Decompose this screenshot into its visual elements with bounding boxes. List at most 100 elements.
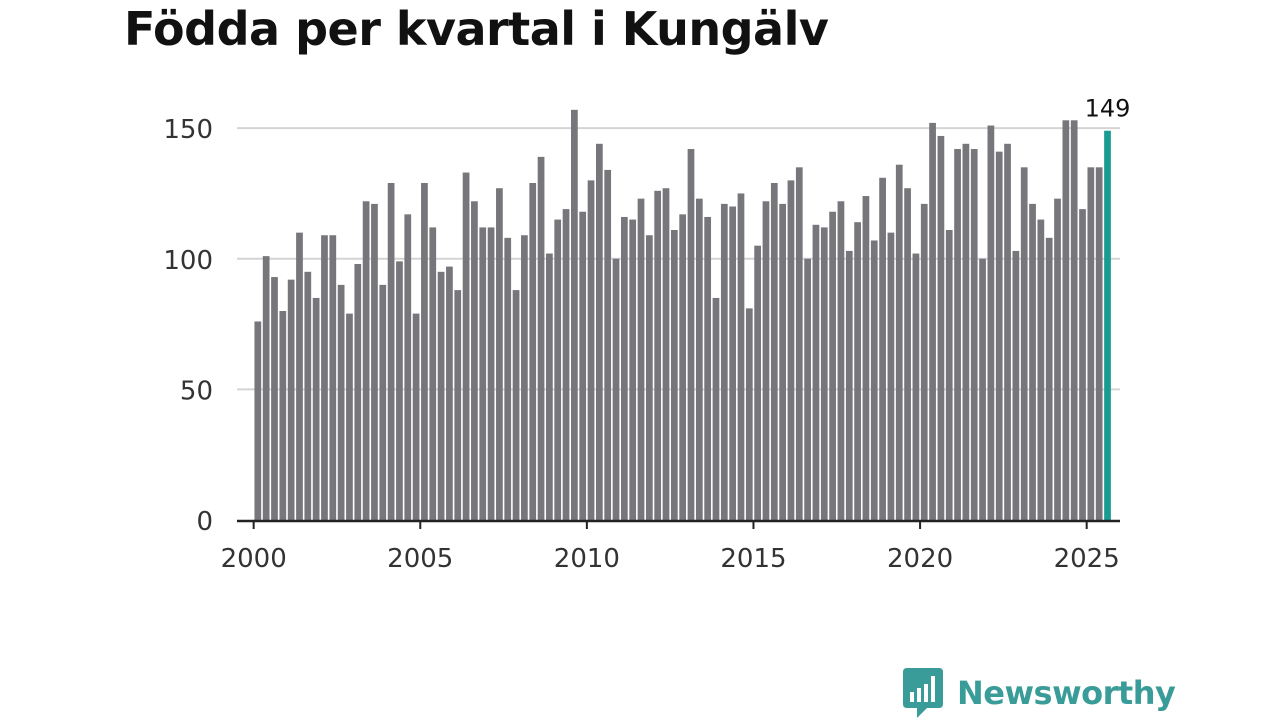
bar <box>870 240 878 520</box>
bar <box>1004 143 1011 521</box>
bar <box>1029 203 1036 520</box>
bar <box>329 235 337 521</box>
x-axis-ticks: 2000 2005 2010 2015 2020 2025 <box>221 521 1120 574</box>
bar <box>479 227 487 520</box>
x-tick-label: 2020 <box>887 544 953 574</box>
bar <box>1087 167 1095 520</box>
bar <box>262 256 270 520</box>
bar <box>737 193 745 520</box>
bar <box>429 227 437 520</box>
bars <box>254 109 1111 521</box>
bar <box>362 201 370 520</box>
bar <box>995 151 1003 520</box>
bar <box>645 235 653 521</box>
bar <box>371 203 378 520</box>
y-tick-label: 0 <box>196 507 213 537</box>
bar <box>712 297 720 520</box>
bar <box>1095 167 1103 520</box>
bar <box>304 271 312 520</box>
bar <box>354 263 362 520</box>
bar <box>321 235 328 521</box>
bar <box>620 216 628 520</box>
bar <box>612 258 620 520</box>
bar <box>437 271 445 520</box>
bar <box>920 203 928 520</box>
bar <box>654 190 662 520</box>
bar <box>954 149 961 520</box>
bar <box>396 261 403 520</box>
bar <box>945 230 953 520</box>
bar <box>337 284 345 520</box>
y-tick-label: 100 <box>163 246 213 276</box>
bar <box>979 258 986 520</box>
bar <box>929 122 936 521</box>
bar <box>695 198 703 520</box>
annotations: 149 <box>1085 95 1131 123</box>
y-axis-tick-labels: 0 50 100 150 <box>163 115 213 537</box>
bar <box>446 266 453 520</box>
x-tick-label: 2025 <box>1054 544 1120 574</box>
bar <box>1037 219 1045 520</box>
data-label: 149 <box>1085 95 1131 123</box>
bar <box>687 149 695 520</box>
bar <box>762 201 770 520</box>
bar <box>346 313 353 520</box>
bar <box>779 203 786 520</box>
bar <box>454 290 462 520</box>
bar <box>795 167 803 520</box>
bar <box>1062 120 1070 520</box>
bar <box>629 219 637 520</box>
bar <box>1012 250 1020 520</box>
bar <box>271 277 278 520</box>
bar <box>1070 120 1078 520</box>
bar <box>279 311 287 520</box>
bar <box>862 196 870 521</box>
bar <box>820 227 828 520</box>
bar <box>637 198 645 520</box>
bar <box>487 227 495 520</box>
bar <box>287 279 295 520</box>
bar <box>421 182 428 521</box>
page-title: Födda per kvartal i Kungälv <box>124 2 829 56</box>
bar <box>670 230 678 520</box>
bar <box>962 143 970 521</box>
bar <box>296 232 303 520</box>
bar <box>770 182 778 521</box>
bar <box>754 245 762 520</box>
bar <box>854 222 861 521</box>
bar <box>571 109 578 521</box>
bar <box>904 188 911 520</box>
bar <box>595 143 603 521</box>
bar <box>829 211 836 520</box>
bar <box>679 214 687 520</box>
x-tick-label: 2000 <box>221 544 287 574</box>
bar <box>987 125 995 520</box>
bar <box>496 188 503 520</box>
bar <box>970 149 978 520</box>
bar <box>662 188 670 520</box>
bar <box>562 209 570 521</box>
bar <box>546 253 553 520</box>
y-tick-label: 150 <box>163 115 213 145</box>
bar <box>604 169 612 521</box>
bar <box>729 206 737 520</box>
x-tick-label: 2010 <box>554 544 620 574</box>
bar <box>812 224 820 520</box>
bar <box>579 211 587 520</box>
bar <box>387 182 395 521</box>
bar <box>504 237 512 520</box>
bar <box>404 214 412 520</box>
bar <box>879 177 886 520</box>
bar <box>1045 237 1053 520</box>
bar <box>912 253 920 520</box>
bar <box>895 164 903 520</box>
bar <box>587 180 595 520</box>
bar <box>312 297 320 520</box>
newsworthy-logo: Newsworthy <box>903 668 1176 718</box>
bar <box>1079 209 1086 521</box>
x-tick-label: 2015 <box>720 544 786 574</box>
bar <box>512 290 520 520</box>
bar <box>787 180 795 520</box>
bar <box>745 308 753 520</box>
